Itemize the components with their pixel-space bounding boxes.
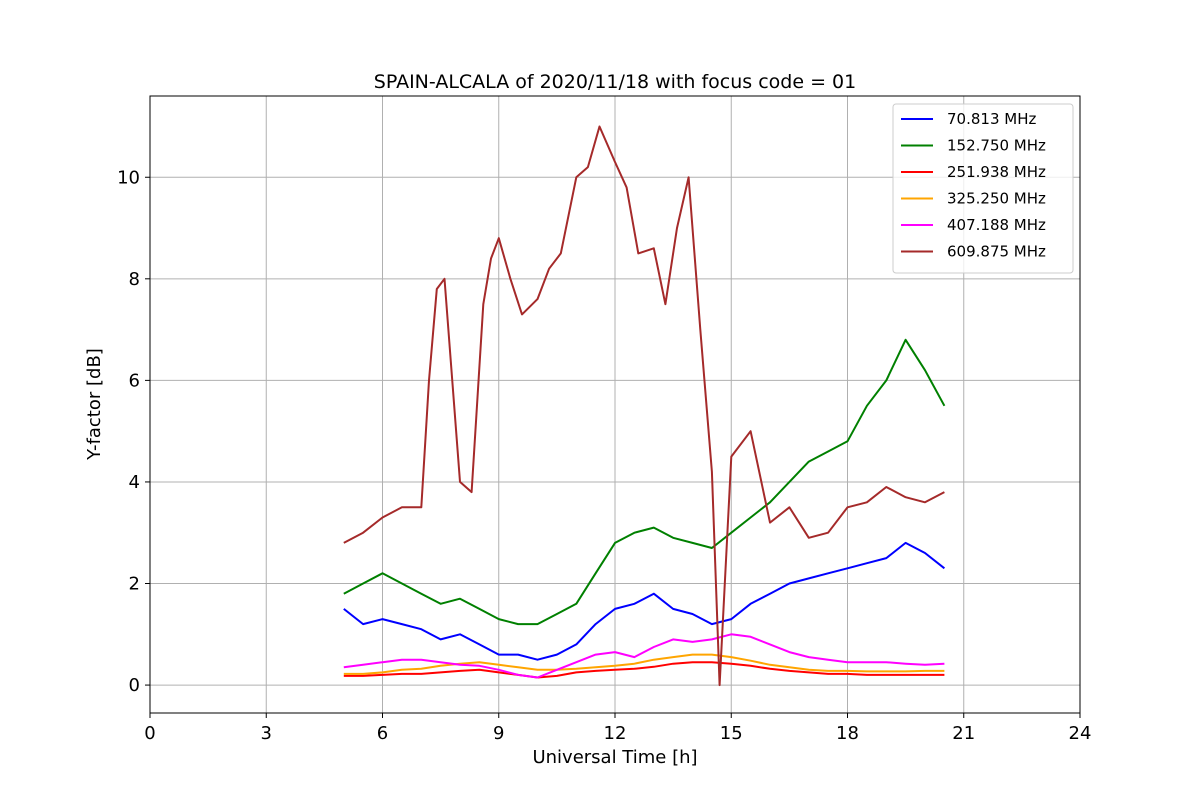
x-axis: 0 3 6 9 12 15 18 21 24 xyxy=(144,713,1091,744)
series-line-1 xyxy=(343,338,946,626)
x-tick-label: 18 xyxy=(836,723,859,744)
legend-label: 70.813 MHz xyxy=(947,110,1036,128)
series-line-5 xyxy=(343,125,945,687)
y-tick-label: 0 xyxy=(129,675,140,696)
series-line-4 xyxy=(343,633,945,679)
chart-title: SPAIN-ALCALA of 2020/11/18 with focus co… xyxy=(374,71,856,93)
legend-label: 251.938 MHz xyxy=(947,163,1046,181)
series-layer xyxy=(343,125,946,687)
x-axis-label: Universal Time [h] xyxy=(532,747,697,768)
y-tick-label: 10 xyxy=(117,167,140,188)
y-tick-label: 4 xyxy=(129,472,140,493)
legend-label: 609.875 MHz xyxy=(947,243,1046,261)
x-tick-label: 9 xyxy=(493,723,504,744)
legend-label: 325.250 MHz xyxy=(947,190,1046,208)
x-tick-label: 21 xyxy=(952,723,975,744)
series-line-2 xyxy=(343,661,945,679)
series-line-0 xyxy=(343,541,946,661)
legend-box xyxy=(892,103,1074,274)
x-tick-label: 0 xyxy=(144,723,155,744)
y-tick-label: 8 xyxy=(129,269,140,290)
x-tick-label: 15 xyxy=(720,723,743,744)
x-tick-label: 24 xyxy=(1069,723,1092,744)
y-axis: 0 2 4 6 8 10 xyxy=(117,167,150,696)
y-tick-label: 2 xyxy=(129,574,140,595)
series-line-3 xyxy=(343,653,945,675)
x-tick-label: 3 xyxy=(261,723,272,744)
y-axis-label: Y-factor [dB] xyxy=(84,348,105,461)
legend-label: 152.750 MHz xyxy=(947,137,1046,155)
y-tick-label: 6 xyxy=(129,370,140,391)
x-tick-label: 12 xyxy=(604,723,627,744)
legend-label: 407.188 MHz xyxy=(947,216,1046,234)
x-tick-label: 6 xyxy=(377,723,388,744)
legend: 70.813 MHz 152.750 MHz 251.938 MHz 325.250 … xyxy=(892,103,1074,274)
